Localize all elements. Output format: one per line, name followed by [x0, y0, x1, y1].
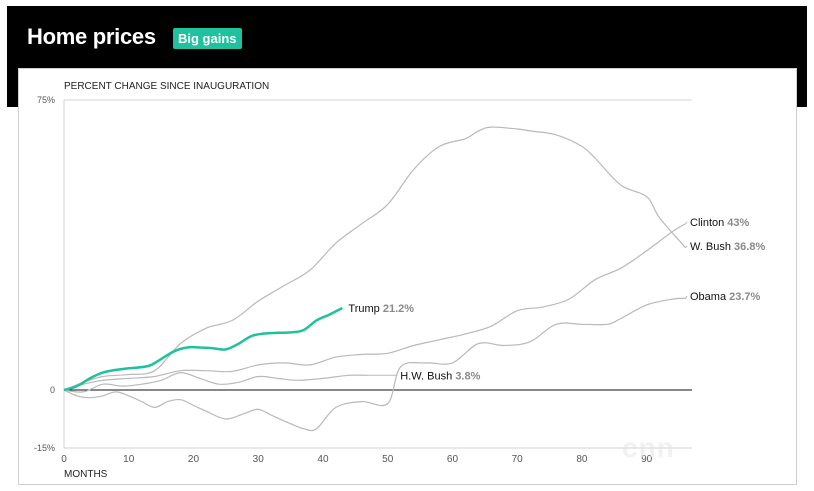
series-line-w-bush — [63, 126, 686, 391]
watermark: cnn — [622, 432, 675, 463]
chart-title: Home prices — [27, 24, 156, 49]
x-tick-label: 20 — [188, 454, 200, 465]
series-end-value: 3.8% — [455, 370, 480, 382]
line-chart: PERCENT CHANGE SINCE INAUGURATION MONTHS… — [34, 81, 765, 480]
x-tick-label: 30 — [253, 454, 265, 465]
y-tick-label: 75% — [37, 95, 55, 105]
x-tick-label: 60 — [447, 454, 459, 465]
chart-card: PERCENT CHANGE SINCE INAUGURATION MONTHS… — [18, 68, 797, 485]
series-lines — [63, 126, 688, 432]
axis-ticks: 75% 0 -15% 0 10 20 30 40 50 60 70 80 90 — [34, 95, 653, 465]
series-label-h-w-bush: H.W. Bush 3.8% — [400, 370, 480, 382]
x-tick-label: 90 — [641, 454, 653, 465]
series-label-w-bush: W. Bush 36.8% — [690, 241, 765, 253]
x-tick-label: 50 — [382, 454, 394, 465]
y-tick-label: 0 — [50, 385, 55, 395]
x-tick-label: 10 — [123, 454, 135, 465]
series-labels: Clinton 43% W. Bush 36.8% Obama 23.7% H.W. … — [348, 217, 765, 382]
series-end-value: 43% — [727, 217, 749, 229]
x-tick-label: 0 — [61, 454, 67, 465]
series-end-value: 23.7% — [729, 291, 760, 303]
series-leader-obama — [685, 295, 688, 299]
y-axis-label: PERCENT CHANGE SINCE INAUGURATION — [64, 81, 269, 92]
series-line-clinton — [63, 223, 686, 391]
series-end-value: 36.8% — [734, 241, 765, 253]
series-line-h-w-bush — [63, 371, 369, 393]
series-label-trump: Trump 21.2% — [348, 303, 414, 315]
gridlines — [63, 99, 692, 449]
x-axis-label: MONTHS — [64, 469, 108, 480]
series-leader-w-bush — [685, 245, 688, 249]
series-line-obama — [63, 297, 686, 432]
headline-badge: Big gains — [173, 28, 242, 49]
series-end-value: 21.2% — [383, 303, 414, 315]
series-name: W. Bush — [690, 241, 734, 253]
series-label-obama: Obama 23.7% — [690, 291, 761, 303]
y-tick-label: -15% — [34, 443, 55, 453]
x-tick-label: 40 — [317, 454, 329, 465]
series-label-clinton: Clinton 43% — [690, 217, 750, 229]
series-line-trump — [63, 306, 343, 392]
series-name: Trump — [348, 303, 382, 315]
series-name: Obama — [690, 291, 729, 303]
series-leader-clinton — [685, 221, 688, 225]
series-name: Clinton — [690, 217, 727, 229]
x-tick-label: 70 — [512, 454, 524, 465]
series-name: H.W. Bush — [400, 370, 455, 382]
x-tick-label: 80 — [576, 454, 588, 465]
